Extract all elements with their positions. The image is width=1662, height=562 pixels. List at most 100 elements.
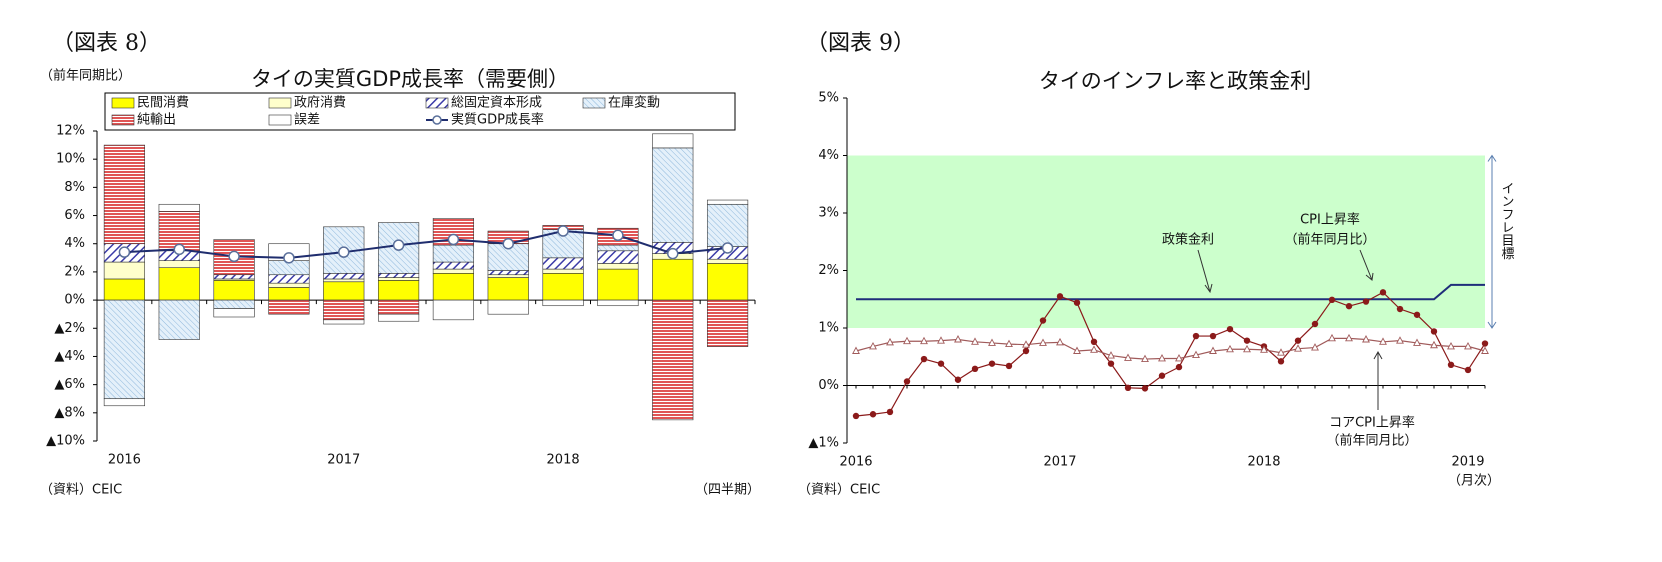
y-tick-label: ▲1% [808, 436, 839, 451]
bar-segment [652, 258, 694, 301]
point [1141, 354, 1149, 362]
point [1192, 350, 1200, 358]
bar-segment [323, 319, 365, 325]
bar-segment [213, 308, 255, 318]
bar-segment [377, 280, 420, 301]
bar-segment [542, 299, 584, 307]
legend-box [104, 92, 736, 131]
legend-swatch [111, 114, 135, 126]
point [1056, 337, 1064, 346]
y-tick-label: ▲10% [46, 434, 85, 449]
annotation: 政策金利 [1162, 232, 1214, 248]
bar-segment [597, 268, 639, 301]
legend-label: 誤差 [294, 112, 320, 128]
bar-segment [103, 299, 146, 400]
x-tick-label: 2018 [547, 453, 580, 468]
point [1345, 333, 1353, 342]
legend-swatch [268, 114, 292, 126]
point [1464, 366, 1472, 374]
point [1158, 354, 1166, 362]
y-tick-label: ▲2% [54, 321, 85, 336]
bar-segment [158, 260, 200, 268]
x-tick-label: 2016 [108, 453, 141, 468]
line-marker [612, 229, 624, 242]
line-marker [447, 233, 460, 246]
point [1481, 340, 1489, 347]
bar-segment [268, 274, 310, 284]
bar-segment [597, 250, 639, 264]
y-tick-label: 4% [818, 148, 839, 163]
point [1039, 317, 1047, 324]
point [1107, 360, 1115, 367]
line [124, 230, 728, 259]
bar-segment [377, 273, 420, 278]
y-tick-label: 0% [64, 293, 85, 308]
header: （図表 8） [52, 31, 161, 56]
bar-segment [268, 299, 310, 315]
y-tick-label: 3% [818, 206, 839, 221]
bar-segment [597, 299, 639, 307]
point [1430, 328, 1438, 335]
bar-segment [323, 281, 365, 301]
point [1345, 302, 1353, 310]
band-label: インフレ目標 [1499, 182, 1515, 260]
bar-segment [158, 267, 200, 301]
x-tick-label: 2019 [1451, 455, 1484, 470]
point [1294, 337, 1302, 344]
point [1328, 333, 1336, 342]
bar-segment [323, 299, 365, 321]
annotation: （前年同月比） [1284, 232, 1375, 248]
point [869, 341, 877, 350]
point [1413, 338, 1421, 346]
point [1311, 343, 1319, 351]
bar-segment [268, 287, 310, 301]
legend-label: 純輸出 [137, 113, 176, 128]
point [1328, 296, 1336, 304]
bar-segment [487, 299, 529, 315]
point [903, 378, 911, 385]
bar-segment [597, 244, 639, 252]
bar-segment [706, 299, 749, 347]
annotation: コアCPI上昇率 [1329, 415, 1415, 431]
point [1022, 340, 1030, 348]
x-axis-label: （月次） [1448, 473, 1500, 489]
y-tick-label: ▲4% [54, 349, 85, 364]
x-tick-label: 2018 [1247, 455, 1280, 470]
point [1226, 325, 1234, 333]
line-marker [392, 239, 405, 251]
point [1294, 344, 1302, 352]
point [1073, 346, 1081, 354]
point [1158, 372, 1166, 379]
point [1192, 332, 1200, 340]
legend-label: 実質GDP成長率 [451, 112, 544, 128]
bar-segment [103, 278, 146, 301]
source: （資料）CEIC [40, 483, 122, 498]
line-marker [228, 250, 240, 263]
point [920, 355, 928, 363]
point [1226, 344, 1234, 353]
series-line [855, 337, 1486, 360]
point [1107, 351, 1115, 359]
legend-marker [432, 115, 442, 125]
series-line [856, 283, 1485, 301]
x-tick-label: 2016 [839, 455, 872, 470]
legend-label: 総固定資本形成 [451, 96, 542, 111]
line-marker [721, 242, 734, 254]
bar-segment [158, 299, 200, 340]
bar-segment [652, 299, 694, 421]
legend-label: 政府消費 [294, 96, 346, 111]
point [1379, 337, 1387, 345]
line-marker [283, 252, 295, 264]
y-tick-label: ▲8% [54, 405, 85, 420]
point [1447, 361, 1455, 368]
line-marker [557, 225, 569, 237]
legend-swatch [268, 97, 292, 109]
bar-segment [377, 313, 420, 322]
annotation-arrow [1197, 249, 1213, 294]
point [1362, 335, 1370, 343]
y-tick-label: 12% [56, 124, 85, 139]
annotation-arrow [1359, 249, 1374, 281]
point [1175, 363, 1183, 371]
point [1243, 337, 1251, 344]
line-marker [118, 246, 131, 258]
